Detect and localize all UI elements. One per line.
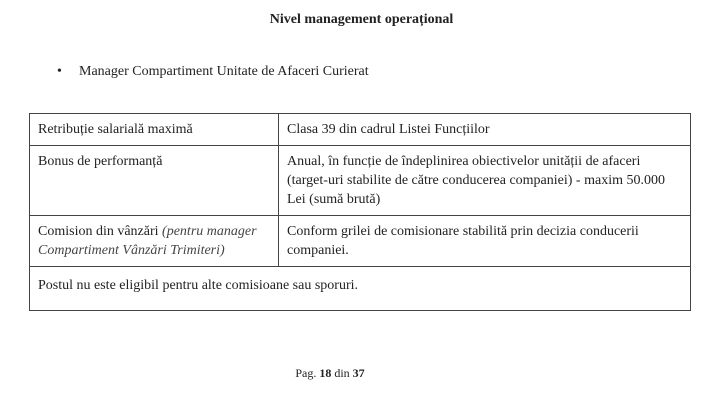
row-label: Bonus de performanță <box>29 145 279 216</box>
row-value: Conform grilei de comisionare stabilită … <box>278 215 691 267</box>
row-label: Comision din vânzări (pentru manager Com… <box>29 215 279 267</box>
bullet-item: • Manager Compartiment Unitate de Afaceri… <box>57 64 369 80</box>
bullet-text: Manager Compartiment Unitate de Afaceri … <box>79 64 369 79</box>
label-note: (pentru manager Compartiment Vânzări Tri… <box>38 224 257 258</box>
eligibility-note: Postul nu este eligibil pentru alte comi… <box>29 266 691 311</box>
row-value: Anual, în funcție de îndeplinirea obiect… <box>278 145 691 216</box>
page-footer: Pag. 18 din 37 <box>0 366 660 381</box>
page-number: 18 <box>319 366 332 380</box>
section-title: Nivel management operațional <box>269 12 454 27</box>
row-label: Retribuție salarială maximă <box>29 113 279 146</box>
compensation-table: Retribuție salarială maximă Clasa 39 din … <box>29 113 691 311</box>
label-text: Comision din vânzări <box>38 224 159 239</box>
page-total: 37 <box>352 366 365 380</box>
footer-prefix: Pag. <box>295 366 317 380</box>
table-row: Retribuție salarială maximă Clasa 39 din … <box>29 113 691 146</box>
table-row: Bonus de performanță Anual, în funcție de… <box>29 145 691 216</box>
row-value: Clasa 39 din cadrul Listei Funcțiilor <box>278 113 691 146</box>
footer-sep: din <box>334 366 350 380</box>
table-row: Comision din vânzări (pentru manager Com… <box>29 215 691 267</box>
table-row: Postul nu este eligibil pentru alte comi… <box>29 266 691 311</box>
bullet-icon: • <box>57 64 62 79</box>
